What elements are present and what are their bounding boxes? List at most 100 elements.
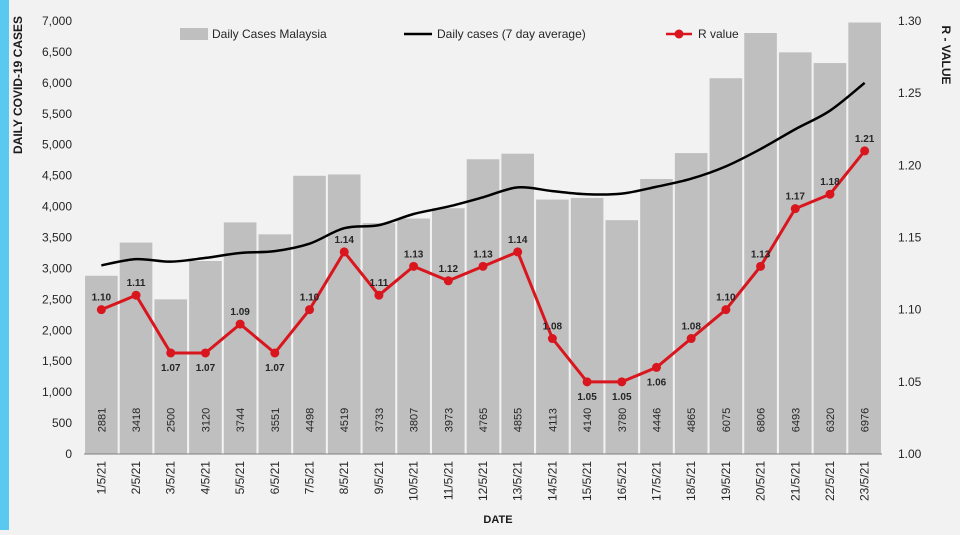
r-value-label: 1.13 [751,249,771,260]
x-tick-label: 20/5/21 [754,461,768,501]
x-tick-label: 10/5/21 [407,461,421,501]
bar [431,208,465,454]
bar-value-label: 4446 [651,408,663,432]
legend-swatch-r-point [674,29,684,39]
r-points-layer [96,146,870,387]
y-tick-label: 2,500 [42,292,72,306]
x-tick-label: 3/5/21 [164,461,178,495]
y-tick-label: 500 [52,416,72,430]
avg-line [101,81,866,267]
left-axis-ticks: 0 500 1,000 1,500 2,000 2,500 3,000 3,500 4,000 4… [42,14,72,461]
y2-tick-label: 1.20 [898,158,922,172]
y-tick-label: 6,000 [42,76,72,90]
bar-value-label: 3551 [270,408,282,432]
bar-value-label: 6806 [756,408,768,432]
r-value-label: 1.14 [334,235,354,246]
x-tick-label: 22/5/21 [823,461,837,501]
r-value-point [617,377,627,387]
r-value-point [686,334,696,344]
y-tick-label: 2,000 [42,323,72,337]
x-axis-ticks: 1/5/21 2/5/21 3/5/21 4/5/21 5/5/21 6/5/21 7/5/… [94,461,871,501]
r-value-point [478,261,488,271]
y2-tick-label: 1.15 [898,231,922,245]
x-tick-label: 16/5/21 [615,461,629,501]
r-value-label: 1.12 [439,264,459,275]
r-value-point [756,261,766,271]
r-value-point [721,305,731,315]
bar-value-label: 3120 [200,408,212,432]
legend: Daily Cases Malaysia Daily cases (7 day a… [180,27,739,41]
x-tick-label: 7/5/21 [303,461,317,495]
y-tick-label: 3,500 [42,231,72,245]
bar-value-label: 3807 [409,408,421,432]
r-value-label: 1.13 [404,249,424,260]
bar [362,223,396,454]
bar-value-label: 6493 [790,408,802,432]
x-tick-label: 18/5/21 [684,461,698,501]
bar-value-label: 6075 [721,408,733,432]
bar [189,261,222,454]
r-value-point [651,362,661,372]
y-tick-label: 1,500 [42,354,72,368]
right-axis-ticks: 1.00 1.05 1.10 1.15 1.20 1.25 1.30 [898,14,922,461]
r-value-label: 1.09 [230,307,250,318]
r-value-point [443,276,453,286]
x-tick-label: 13/5/21 [511,461,525,501]
x-tick-label: 8/5/21 [337,461,351,495]
r-value-point [374,290,384,300]
bar [813,63,847,454]
bar-value-label: 3733 [374,408,386,432]
r-value-point [339,247,349,257]
r-value-label: 1.07 [161,363,181,374]
bar [466,159,500,454]
r-value-point [825,189,835,199]
bar [674,153,708,454]
r-value-label: 1.17 [786,192,806,203]
bar-value-label: 4140 [582,408,594,432]
r-value-label: 1.11 [127,278,146,289]
bar [778,52,812,454]
r-value-point [166,348,176,358]
bar-value-label: 3418 [131,408,143,432]
bar-value-label: 4855 [513,408,525,432]
bar [397,218,430,454]
bar [605,220,639,454]
r-value-point [96,305,106,315]
y-tick-label: 1,000 [42,385,72,399]
x-tick-label: 19/5/21 [719,461,733,501]
x-tick-label: 11/5/21 [441,461,455,500]
bar-value-label: 6976 [860,408,872,432]
r-value-point [270,348,280,358]
r-value-label: 1.11 [369,278,388,289]
bar [848,22,881,455]
legend-label-bars: Daily Cases Malaysia [212,27,327,41]
x-tick-label: 1/5/21 [94,461,108,495]
r-value-label: 1.18 [820,177,840,188]
bar-value-label: 4498 [305,408,317,432]
x-tick-label: 15/5/21 [580,461,594,501]
r-value-label: 1.10 [716,293,736,304]
r-value-point [200,348,210,358]
r-value-label: 1.08 [543,322,563,333]
bar [501,153,535,454]
bar-value-label: 3973 [443,408,455,432]
y2-tick-label: 1.05 [898,375,922,389]
r-value-point [547,334,557,344]
bar [536,199,569,454]
y-tick-label: 6,500 [42,45,72,59]
bar-value-label: 2500 [166,408,178,432]
r-value-label: 1.08 [681,322,701,333]
bar-labels-layer: 2881 3418 2500 3120 3744 3551 4498 4519 3733 3807… [96,408,871,432]
y2-tick-label: 1.10 [898,303,922,317]
y-tick-label: 3,000 [42,261,72,275]
bar [119,242,153,454]
bar-value-label: 6320 [825,408,837,432]
legend-swatch-bars [180,28,208,40]
x-tick-label: 14/5/21 [545,461,559,501]
y-tick-label: 7,000 [42,14,72,28]
r-value-point [305,305,315,315]
r-labels-layer: 1.10 1.11 1.07 1.07 1.09 1.07 1.10 1.14 1.11 1.13… [92,134,875,403]
r-value-label: 1.07 [265,363,285,374]
